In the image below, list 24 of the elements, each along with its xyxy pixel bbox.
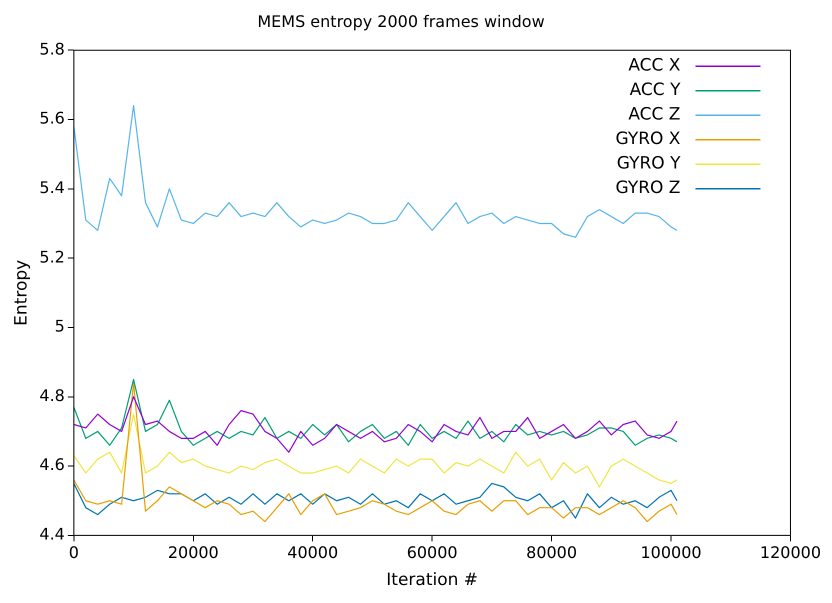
y-axis-title: Entropy <box>12 260 32 326</box>
y-tick-label: 5.8 <box>39 39 65 58</box>
legend-label: ACC X <box>628 56 681 76</box>
y-tick-label: 5.4 <box>39 178 65 197</box>
legend-label: GYRO Z <box>615 178 680 198</box>
y-tick-label: 4.4 <box>39 524 65 544</box>
x-tick-label: 20000 <box>168 543 219 562</box>
legend-label: ACC Y <box>630 80 682 100</box>
x-tick-label: 120000 <box>760 543 821 562</box>
x-tick-label: 0 <box>68 543 79 562</box>
x-tick-label: 80000 <box>526 543 578 562</box>
legend-label: GYRO Y <box>616 154 682 174</box>
x-axis-title: Iteration # <box>386 570 478 590</box>
chart-title: MEMS entropy 2000 frames window <box>257 12 545 31</box>
legend-label: GYRO X <box>615 129 681 150</box>
x-tick-label: 60000 <box>406 543 458 562</box>
y-tick-label: 5 <box>54 316 65 336</box>
y-tick-label: 5.6 <box>39 108 65 128</box>
y-tick-label: 5.2 <box>39 247 65 266</box>
x-tick-label: 100000 <box>640 543 702 562</box>
y-tick-label: 4.8 <box>39 386 65 405</box>
y-tick-label: 4.6 <box>39 455 65 474</box>
legend-label: ACC Z <box>628 104 680 125</box>
x-tick-label: 40000 <box>287 543 338 562</box>
